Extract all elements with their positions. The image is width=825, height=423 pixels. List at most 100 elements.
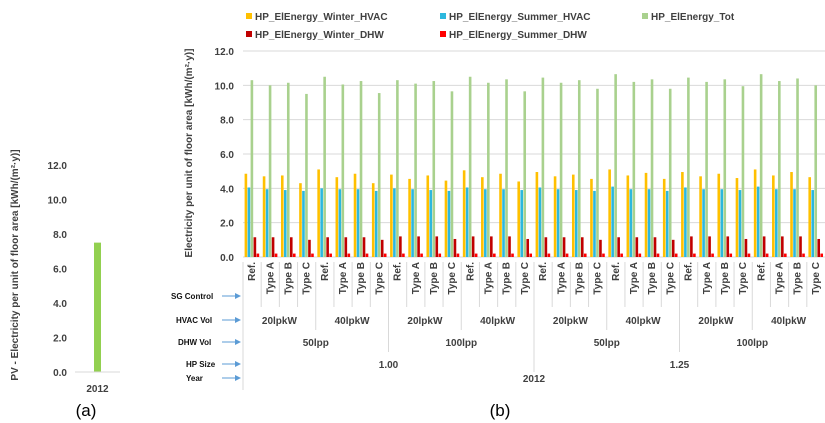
- chart-b-y-tick: 0.0: [220, 253, 234, 264]
- chart-b-bar: [596, 88, 599, 258]
- chart-b-bar: [756, 186, 760, 257]
- chart-b-bar: [650, 79, 654, 257]
- chart-b-bar: [253, 237, 257, 257]
- chart-b-category-label: Type C: [520, 262, 531, 295]
- chart-b-category-label: Ref.: [756, 262, 767, 281]
- chart-b-category-label: Type B: [575, 262, 586, 295]
- chart-a: PV - Electricity per unit of floor area …: [10, 149, 120, 395]
- chart-b-bar: [632, 81, 636, 258]
- chart-b-bar: [474, 253, 478, 257]
- chart-b-bar: [747, 253, 751, 257]
- chart-b-bar: [781, 236, 784, 257]
- chart-b-category-label: Ref.: [538, 262, 549, 281]
- chart-b-bar: [671, 239, 675, 257]
- chart-b-bar: [462, 170, 466, 257]
- chart-b-category-label: Type B: [356, 262, 367, 295]
- chart-b-bar: [335, 177, 339, 257]
- chart-b-group-label: 50lpp: [303, 338, 329, 349]
- chart-b-bar: [571, 174, 575, 257]
- chart-b-bar: [796, 78, 799, 257]
- chart-b-bar: [490, 236, 493, 257]
- legend-swatch: [642, 13, 648, 19]
- chart-b-category-label: Type B: [502, 262, 513, 295]
- chart-b-legend: HP_ElEnergy_Winter_HVAC HP_ElEnergy_Summe…: [246, 12, 735, 41]
- chart-b-category-label: Ref.: [247, 262, 258, 281]
- chart-b-bar: [268, 85, 272, 257]
- chart-b-bar: [523, 91, 527, 257]
- chart-b-bar: [753, 169, 757, 257]
- chart-b-bar: [429, 190, 433, 257]
- chart-b-bar: [529, 253, 533, 257]
- chart-b-bar: [468, 76, 472, 257]
- chart-b-bar: [765, 253, 769, 257]
- chart-b-group-label: 20lpkW: [262, 316, 298, 327]
- chart-b-bar: [338, 189, 342, 257]
- chart-b-category-label: Type B: [647, 262, 658, 295]
- chart-b-bar: [656, 253, 660, 257]
- chart-b-bar: [681, 172, 684, 257]
- chart-b-bar: [329, 253, 332, 257]
- chart-b-bar: [702, 189, 705, 257]
- chart-b-bar: [693, 253, 696, 257]
- chart-b-bar: [726, 236, 730, 257]
- chart-b-bar: [265, 189, 269, 257]
- chart-b-bar: [356, 189, 360, 257]
- chart-b-category-label: Type C: [811, 262, 822, 295]
- chart-b-bar: [393, 188, 396, 257]
- chart-b-category-label: Ref.: [393, 262, 404, 281]
- chart-b-bar: [420, 253, 423, 257]
- chart-b-y-tick: 4.0: [220, 184, 234, 195]
- panel-label-a: (a): [76, 401, 97, 420]
- chart-b-bar: [817, 238, 821, 257]
- chart-a-y-tick: 0.0: [53, 368, 67, 379]
- chart-b-bar: [705, 81, 708, 258]
- chart-b-bars: [244, 74, 824, 258]
- chart-b-bar: [244, 173, 248, 257]
- chart-b-bar: [562, 237, 566, 257]
- chart-b-bar: [690, 236, 693, 257]
- chart-b-bar: [508, 236, 511, 257]
- chart-a-y-tick: 12.0: [48, 161, 68, 172]
- legend-swatch: [246, 31, 252, 37]
- chart-b-bar: [775, 189, 778, 257]
- chart-b-category-label: Type C: [447, 262, 458, 295]
- legend-entry: HP_ElEnergy_Winter_HVAC: [255, 12, 388, 23]
- chart-b-bar: [599, 239, 602, 257]
- chart-b-bar: [362, 237, 366, 257]
- chart-b-bar: [593, 190, 596, 257]
- chart-b-bar: [553, 176, 557, 257]
- chart-b-bar: [629, 189, 633, 257]
- chart-b-bar: [535, 172, 539, 257]
- legend-entry: HP_ElEnergy_Summer_HVAC: [449, 12, 591, 23]
- chart-a-category-labels: 2012: [86, 384, 109, 395]
- chart-b-bar: [708, 236, 711, 257]
- chart-b-category-label: Type C: [738, 262, 749, 295]
- chart-b-bar: [444, 180, 448, 257]
- chart-b-bar: [735, 178, 739, 257]
- chart-b-category-label: Ref.: [465, 262, 476, 281]
- chart-b-bar: [802, 253, 805, 257]
- chart-b-bar: [729, 253, 733, 257]
- chart-b-bar: [396, 80, 399, 258]
- chart-b-bar: [699, 176, 702, 257]
- chart-b-bar: [365, 253, 369, 257]
- chart-b-bar: [250, 80, 254, 258]
- chart-b-group-label: 40lpkW: [335, 316, 371, 327]
- legend-swatch: [440, 31, 446, 37]
- chart-b-bar: [286, 82, 290, 257]
- chart-a-bars: [75, 242, 120, 373]
- chart-b-bar: [647, 189, 651, 257]
- chart-b-bar: [583, 253, 587, 257]
- chart-b-bar: [720, 189, 724, 257]
- chart-b-bar: [547, 253, 551, 257]
- chart-b-group-label: 40lpkW: [626, 316, 662, 327]
- chart-b-bar: [620, 253, 623, 257]
- chart-b-category-label: Ref.: [320, 262, 331, 281]
- chart-b-bar: [565, 253, 569, 257]
- chart-b-bar: [280, 175, 284, 257]
- chart-b-bar: [790, 172, 793, 257]
- chart-b-bar: [487, 82, 490, 257]
- chart-b-category-label: Type A: [556, 262, 567, 294]
- chart-a-y-tick: 10.0: [48, 196, 68, 207]
- chart-b-bar: [256, 253, 260, 257]
